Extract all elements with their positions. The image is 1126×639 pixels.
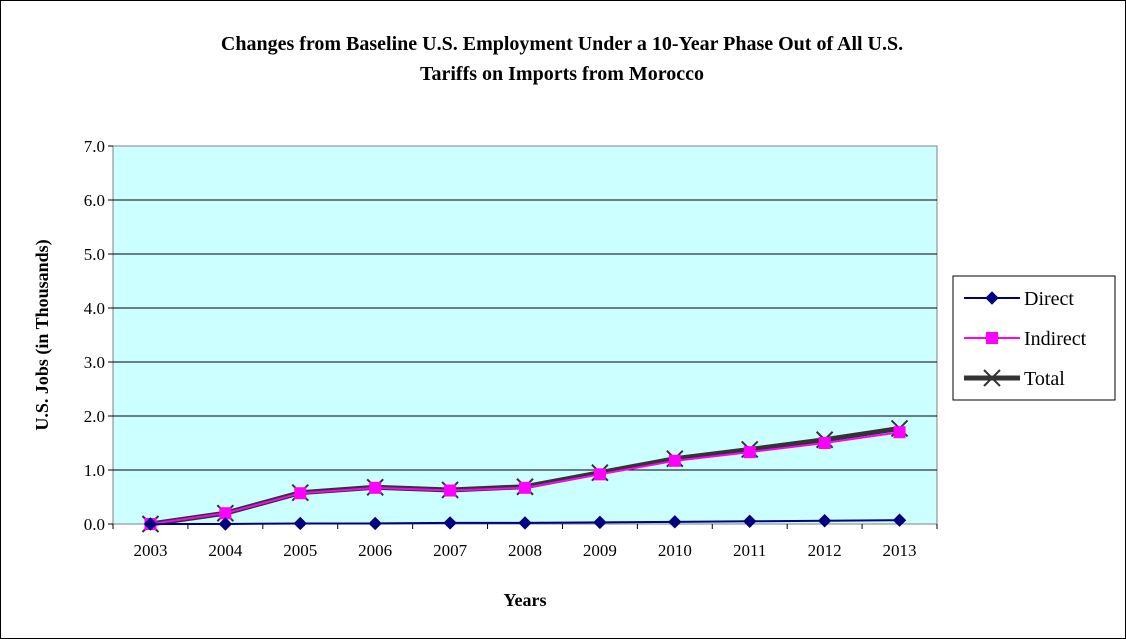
x-tick-label: 2004 xyxy=(208,541,243,560)
data-point-indirect xyxy=(519,481,531,494)
y-tick-label: 3.0 xyxy=(84,353,105,372)
legend-marker xyxy=(983,369,1001,387)
x-tick-label: 2013 xyxy=(883,541,917,560)
data-point-direct xyxy=(218,517,233,531)
grid-lines xyxy=(113,199,937,471)
y-axis-ticks: 0.0 1.0 2.0 3.0 4.0 5.0 6.0 7.0 xyxy=(84,137,113,534)
data-point-indirect xyxy=(593,468,606,481)
x-tick-label: 2005 xyxy=(283,541,317,560)
y-axis-title: U.S. Jobs (in Thousands) xyxy=(32,239,53,430)
x-tick-label: 2003 xyxy=(133,541,167,560)
legend-marker xyxy=(986,332,998,344)
y-tick-label: 4.0 xyxy=(84,299,105,318)
legend-item-indirect: Indirect xyxy=(964,328,1087,350)
data-point-direct xyxy=(293,516,307,531)
legend-item-direct: Direct xyxy=(964,288,1074,310)
y-tick-label: 7.0 xyxy=(84,137,105,156)
series-layer xyxy=(141,419,909,533)
legend-label: Direct xyxy=(1024,288,1074,310)
legend-marker xyxy=(985,291,999,305)
series-markers-direct xyxy=(143,513,907,531)
chart-title-line-2: Tariffs on Imports from Morocco xyxy=(420,63,704,85)
x-tick-label: 2010 xyxy=(658,541,692,560)
x-tick-label: 2006 xyxy=(358,541,392,560)
x-axis-ticks: 2003 2004 2005 2006 2007 2008 2009 2010 2011 2012… xyxy=(112,524,938,560)
data-point-indirect xyxy=(369,481,382,494)
data-point-direct xyxy=(368,516,382,531)
y-tick-label: 0.0 xyxy=(84,515,105,534)
data-point-indirect xyxy=(294,487,307,500)
data-point-indirect xyxy=(444,484,457,497)
legend: Direct Indirect Total xyxy=(952,275,1116,401)
data-point-direct xyxy=(668,515,682,529)
y-tick-label: 6.0 xyxy=(84,191,105,210)
plot-area xyxy=(112,145,938,525)
data-point-direct xyxy=(817,514,832,528)
x-axis-title: Years xyxy=(504,590,547,610)
x-tick-label: 2012 xyxy=(808,541,842,560)
legend-label: Total xyxy=(1024,368,1065,390)
x-tick-label: 2009 xyxy=(583,541,617,560)
data-point-direct xyxy=(443,516,457,530)
x-tick-label: 2011 xyxy=(733,541,766,560)
legend-item-total: Total xyxy=(964,368,1065,390)
data-point-indirect xyxy=(818,437,831,449)
y-tick-label: 1.0 xyxy=(84,461,105,480)
data-point-indirect xyxy=(743,446,756,459)
y-tick-label: 2.0 xyxy=(84,407,105,426)
data-point-direct xyxy=(143,517,158,531)
legend-label: Indirect xyxy=(1024,328,1087,350)
data-point-indirect xyxy=(668,454,681,467)
chart-title-line-1: Changes from Baseline U.S. Employment Un… xyxy=(221,33,903,55)
x-tick-label: 2008 xyxy=(508,541,542,560)
data-point-indirect xyxy=(893,426,906,439)
data-point-indirect xyxy=(219,507,232,520)
data-point-direct xyxy=(593,515,607,530)
y-tick-label: 5.0 xyxy=(84,245,105,264)
data-point-direct xyxy=(743,514,757,529)
data-point-direct xyxy=(518,516,532,530)
x-tick-label: 2007 xyxy=(433,541,468,560)
data-point-direct xyxy=(892,513,907,527)
